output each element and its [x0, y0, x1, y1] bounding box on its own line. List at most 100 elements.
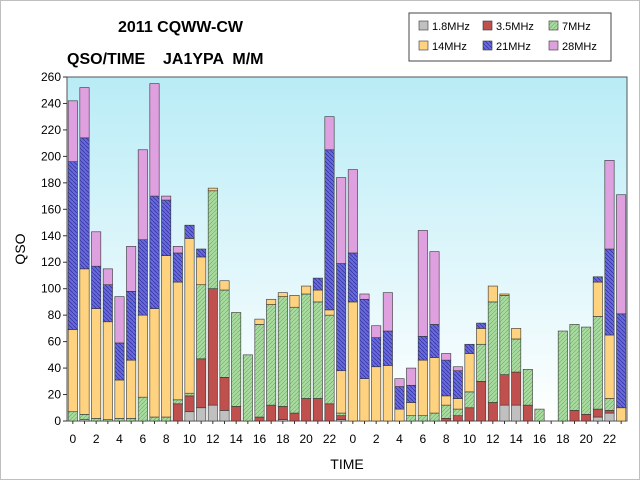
bar-14mhz-slot-18	[277, 292, 288, 297]
bar-7mhz-slot-37	[499, 295, 510, 375]
x-tick-label: 12	[206, 432, 220, 446]
bar-14mhz-slot-37	[499, 293, 510, 296]
x-tick-label: 14	[229, 432, 243, 446]
bar-21mhz-slot-26	[371, 337, 382, 368]
x-tick-label: 8	[163, 432, 170, 446]
bar-7mhz-slot-30	[417, 415, 428, 422]
x-tick-label: 0	[349, 432, 356, 446]
bar-3-5mhz-slot-17	[266, 404, 277, 422]
bar-14mhz-slot-32	[441, 395, 452, 406]
bar-14mhz-slot-13	[219, 280, 230, 291]
bar-7mhz-slot-33	[452, 408, 463, 417]
bar-7mhz-slot-14	[231, 312, 242, 407]
y-tick-label: 60	[48, 335, 62, 349]
bar-14mhz-slot-22	[324, 309, 335, 316]
bar-28mhz-slot-4	[114, 296, 125, 344]
bar-28mhz-slot-6	[137, 149, 148, 241]
bar-3-5mhz-slot-43	[569, 410, 580, 422]
bar-1-8mhz-slot-38	[511, 404, 522, 422]
bar-21mhz-slot-24	[347, 252, 358, 303]
x-tick-label: 2	[93, 432, 100, 446]
y-tick-label: 0	[54, 414, 61, 428]
legend-label-28mhz: 28MHz	[562, 41, 597, 53]
bar-14mhz-slot-7	[149, 308, 160, 418]
bar-14mhz-slot-3	[102, 321, 113, 420]
bar-14mhz-slot-20	[301, 285, 312, 295]
bar-3-5mhz-slot-23	[336, 415, 347, 420]
bar-3-5mhz-slot-18	[277, 406, 288, 420]
bar-21mhz-slot-25	[359, 298, 370, 379]
bar-14mhz-slot-5	[126, 359, 137, 419]
bar-14mhz-slot-25	[359, 378, 370, 422]
legend-swatch-7mhz	[548, 20, 559, 31]
legend-swatch-1-8mhz	[418, 20, 429, 31]
bar-28mhz-slot-31	[429, 251, 440, 325]
bar-14mhz-slot-23	[336, 370, 347, 414]
bar-28mhz-slot-22	[324, 116, 335, 151]
legend-label-1-8mhz: 1.8MHz	[432, 21, 470, 33]
y-tick-label: 260	[41, 70, 61, 84]
x-tick-label: 14	[509, 432, 523, 446]
x-tick-label: 16	[533, 432, 547, 446]
bar-7mhz-slot-4	[114, 418, 125, 422]
x-axis: 0 2 4 6 8 10 12 14 16 18 20 22 0 2 4 6 8 10 12 14 16 18 20 22	[69, 421, 622, 446]
bar-14mhz-slot-45	[592, 281, 603, 317]
bar-7mhz-slot-8	[161, 416, 172, 422]
y-tick-label: 180	[41, 176, 61, 190]
bar-21mhz-slot-9	[172, 252, 183, 283]
bar-7mhz-slot-38	[511, 338, 522, 373]
bar-3-5mhz-slot-45	[592, 408, 603, 418]
bar-7mhz-slot-11	[196, 284, 207, 360]
bar-3-5mhz-slot-46	[604, 410, 615, 414]
bar-7mhz-slot-44	[581, 326, 592, 415]
x-tick-label: 18	[276, 432, 290, 446]
legend-swatch-3-5mhz	[482, 20, 493, 31]
bar-14mhz-slot-17	[266, 298, 277, 305]
bar-3-5mhz-slot-19	[289, 412, 300, 422]
x-tick-label: 16	[253, 432, 267, 446]
x-tick-label: 8	[443, 432, 450, 446]
bar-21mhz-slot-34	[464, 343, 475, 354]
bar-28mhz-slot-46	[604, 160, 615, 250]
bar-28mhz-slot-3	[102, 268, 113, 286]
bar-28mhz-slot-8	[161, 195, 172, 201]
legend-swatch-21mhz	[482, 40, 493, 51]
bar-14mhz-slot-31	[429, 357, 440, 414]
bar-7mhz-slot-42	[557, 330, 568, 422]
y-tick-label: 140	[41, 229, 61, 243]
bar-7mhz-slot-22	[324, 314, 335, 405]
x-tick-label: 20	[299, 432, 313, 446]
bar-14mhz-slot-9	[172, 281, 183, 401]
x-tick-label: 22	[603, 432, 617, 446]
bar-7mhz-slot-29	[406, 415, 417, 422]
bar-28mhz-slot-23	[336, 177, 347, 264]
bar-28mhz-slot-33	[452, 366, 463, 372]
bar-14mhz-slot-46	[604, 334, 615, 399]
bar-3-5mhz-slot-37	[499, 374, 510, 406]
bar-21mhz-slot-32	[441, 359, 452, 397]
bar-7mhz-slot-7	[149, 416, 160, 422]
bar-21mhz-slot-27	[382, 330, 393, 366]
bar-28mhz-slot-2	[91, 231, 102, 267]
bar-7mhz-slot-20	[301, 293, 312, 399]
chart-title-line1: 2011 CQWW-CW	[118, 19, 244, 36]
bar-7mhz-slot-16	[254, 324, 265, 418]
bar-7mhz-slot-40	[534, 408, 545, 422]
bar-21mhz-slot-30	[417, 336, 428, 361]
bar-28mhz-slot-47	[616, 194, 627, 315]
bar-14mhz-slot-26	[371, 366, 382, 422]
bar-1-8mhz-slot-10	[184, 411, 195, 422]
bar-21mhz-slot-4	[114, 342, 125, 381]
bar-7mhz-slot-21	[312, 301, 323, 399]
x-tick-label: 0	[69, 432, 76, 446]
bar-7mhz-slot-34	[464, 391, 475, 409]
legend: 1.8MHz 3.5MHz 7MHz 14MHz 21MHz 28MHz	[408, 12, 612, 62]
x-tick-label: 6	[139, 432, 146, 446]
bar-1-8mhz-slot-46	[604, 412, 615, 422]
bar-21mhz-slot-7	[149, 195, 160, 309]
bar-21mhz-slot-47	[616, 313, 627, 409]
bar-21mhz-slot-5	[126, 291, 137, 361]
bar-14mhz-slot-6	[137, 314, 148, 398]
bar-21mhz-slot-46	[604, 248, 615, 336]
